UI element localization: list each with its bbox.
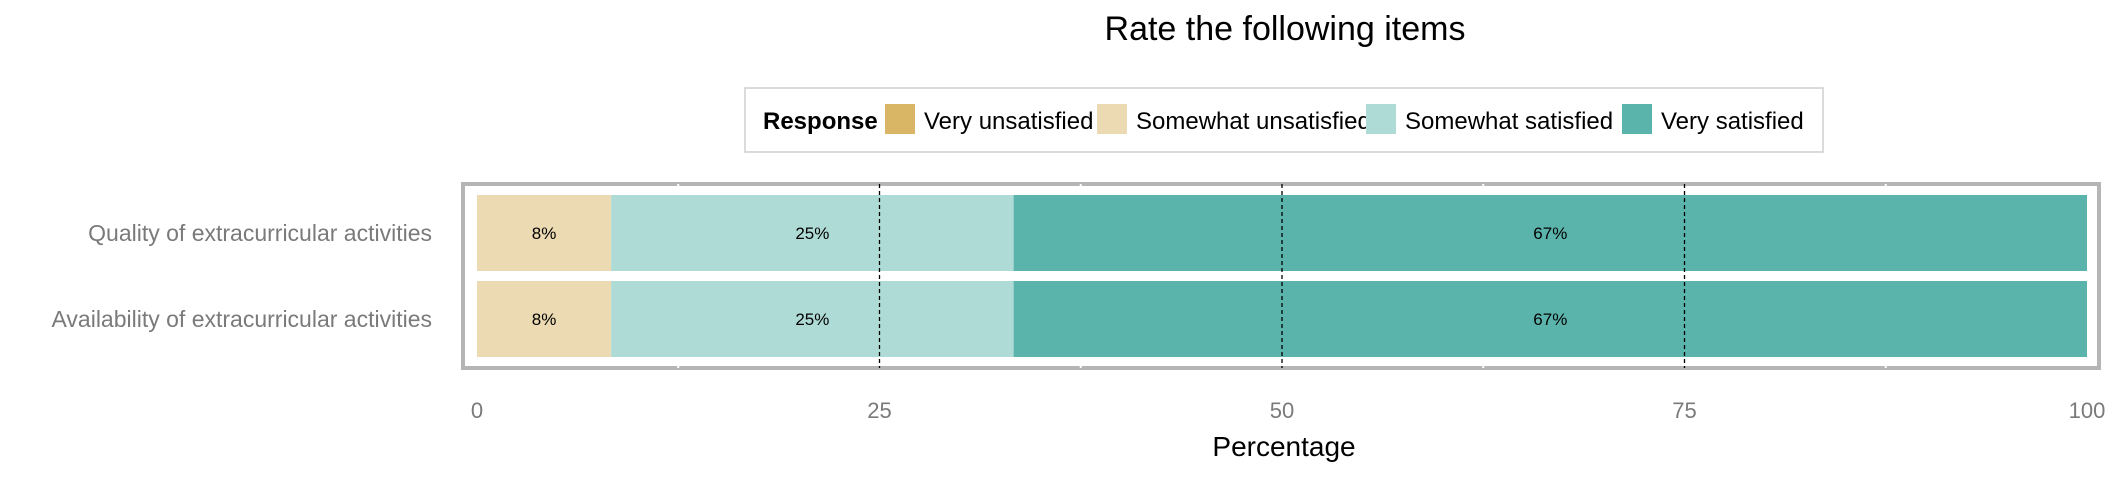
chart-title: Rate the following items	[1105, 10, 1466, 48]
legend-swatch	[1097, 104, 1127, 134]
legend-swatch	[885, 104, 915, 134]
category-label: Availability of extracurricular activiti…	[52, 306, 433, 332]
bar-segment	[1013, 281, 2087, 357]
x-tick-label: 50	[1270, 398, 1294, 423]
legend-swatch	[1366, 104, 1396, 134]
legend-label: Very unsatisfied	[924, 108, 1093, 135]
bar-value-label: 8%	[532, 224, 557, 243]
bar-segment	[611, 281, 1014, 357]
legend-swatch	[1622, 104, 1652, 134]
bar-segment	[611, 195, 1014, 271]
bar-value-label: 25%	[795, 224, 829, 243]
bar-segment	[477, 195, 612, 271]
legend-label: Very satisfied	[1661, 108, 1804, 135]
bar-value-label: 25%	[795, 310, 829, 329]
category-label: Quality of extracurricular activities	[88, 220, 432, 246]
bar-value-label: 67%	[1533, 224, 1567, 243]
bar-value-label: 8%	[532, 310, 557, 329]
legend-label: Somewhat unsatisfied	[1136, 108, 1371, 135]
bar-segment	[1013, 195, 2087, 271]
plot-area: Quality of extracurricular activities 8% 2…	[52, 182, 2106, 423]
legend: Response Very unsatisfied Somewhat unsati…	[744, 87, 1824, 153]
x-tick-label: 0	[471, 398, 483, 423]
x-tick-label: 75	[1672, 398, 1696, 423]
legend-label: Somewhat satisfied	[1405, 108, 1613, 135]
x-tick-label: 25	[867, 398, 891, 423]
bar-segment	[477, 281, 612, 357]
legend-title: Response	[763, 108, 878, 135]
bar-value-label: 67%	[1533, 310, 1567, 329]
x-tick-label: 100	[2069, 398, 2106, 423]
x-axis-title: Percentage	[1212, 431, 1355, 462]
